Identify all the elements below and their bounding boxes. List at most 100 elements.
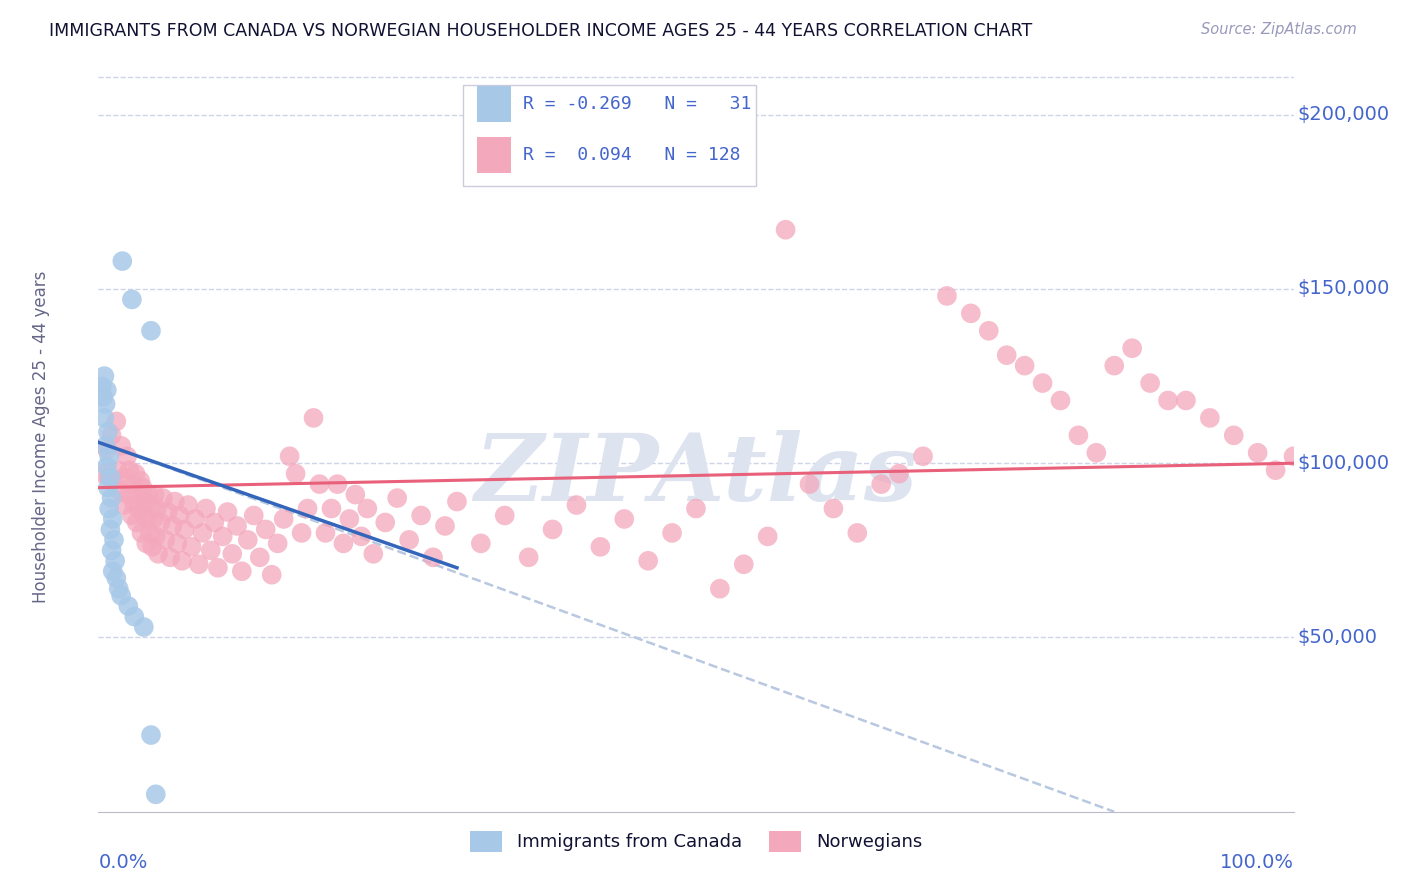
Point: [169, 508, 191, 523]
Point: [100, 491, 122, 505]
Point: [111, 254, 134, 268]
Point: [149, 516, 172, 530]
Point: [823, 501, 845, 516]
Point: [356, 501, 378, 516]
Point: [98, 470, 122, 484]
Point: [100, 428, 122, 442]
Point: [411, 508, 433, 523]
Point: [124, 467, 146, 481]
Point: [589, 540, 612, 554]
FancyBboxPatch shape: [477, 86, 510, 122]
Point: [131, 481, 153, 495]
Point: [177, 498, 200, 512]
Point: [1067, 428, 1090, 442]
Point: [94, 439, 117, 453]
Point: [139, 728, 162, 742]
Point: [221, 547, 243, 561]
Point: [143, 487, 166, 501]
Point: [139, 498, 162, 512]
Point: [1032, 376, 1054, 390]
Point: [226, 519, 249, 533]
Point: [889, 467, 911, 481]
Point: [1085, 446, 1108, 460]
Point: [211, 529, 233, 543]
Point: [166, 536, 188, 550]
Point: [110, 589, 132, 603]
FancyBboxPatch shape: [463, 85, 756, 186]
Point: [146, 501, 169, 516]
Point: [236, 533, 259, 547]
Point: [202, 516, 225, 530]
Point: [107, 463, 129, 477]
Point: [297, 501, 319, 516]
Point: [101, 512, 124, 526]
Point: [134, 494, 156, 508]
Point: [1223, 428, 1246, 442]
Point: [1199, 411, 1222, 425]
Point: [1139, 376, 1161, 390]
Point: [155, 533, 177, 547]
Point: [733, 558, 755, 572]
Point: [363, 547, 385, 561]
Point: [1049, 393, 1071, 408]
Point: [145, 529, 167, 543]
FancyBboxPatch shape: [477, 136, 510, 172]
Point: [172, 554, 194, 568]
Point: [350, 529, 373, 543]
Point: [344, 487, 367, 501]
Text: $200,000: $200,000: [1298, 105, 1389, 124]
Point: [977, 324, 1000, 338]
Point: [1175, 393, 1198, 408]
Point: [315, 525, 337, 540]
Point: [98, 523, 122, 537]
Point: [148, 547, 170, 561]
Point: [308, 477, 330, 491]
Point: [96, 459, 118, 474]
Point: [152, 491, 174, 505]
Text: $100,000: $100,000: [1298, 454, 1389, 473]
Point: [217, 505, 239, 519]
Point: [260, 567, 283, 582]
Point: [637, 554, 659, 568]
Point: [98, 501, 121, 516]
Point: [97, 425, 120, 439]
Point: [398, 533, 420, 547]
Point: [105, 571, 128, 585]
Point: [565, 498, 588, 512]
Point: [494, 508, 516, 523]
Text: Source: ZipAtlas.com: Source: ZipAtlas.com: [1201, 22, 1357, 37]
Point: [339, 512, 361, 526]
Text: $50,000: $50,000: [1298, 628, 1376, 647]
Point: [125, 516, 148, 530]
Point: [756, 529, 779, 543]
Point: [541, 523, 564, 537]
Point: [775, 223, 797, 237]
Point: [159, 550, 181, 565]
Point: [326, 477, 349, 491]
Point: [124, 609, 146, 624]
Point: [661, 525, 683, 540]
Point: [132, 508, 155, 523]
Point: [124, 498, 146, 512]
Point: [101, 564, 124, 578]
Point: [108, 484, 131, 499]
Point: [127, 487, 149, 501]
Point: [470, 536, 492, 550]
Point: [163, 494, 186, 508]
Text: ZIPAtlas: ZIPAtlas: [474, 430, 918, 519]
Point: [446, 494, 468, 508]
Point: [267, 536, 290, 550]
Point: [103, 474, 125, 488]
Point: [870, 477, 893, 491]
Point: [332, 536, 354, 550]
Point: [139, 525, 162, 540]
Point: [195, 501, 218, 516]
Point: [374, 516, 396, 530]
Point: [243, 508, 266, 523]
Text: 0.0%: 0.0%: [98, 853, 148, 872]
Point: [132, 620, 155, 634]
Point: [103, 533, 125, 547]
Point: [321, 501, 343, 516]
Point: [911, 449, 934, 463]
Text: IMMIGRANTS FROM CANADA VS NORWEGIAN HOUSEHOLDER INCOME AGES 25 - 44 YEARS CORREL: IMMIGRANTS FROM CANADA VS NORWEGIAN HOUS…: [49, 22, 1032, 40]
